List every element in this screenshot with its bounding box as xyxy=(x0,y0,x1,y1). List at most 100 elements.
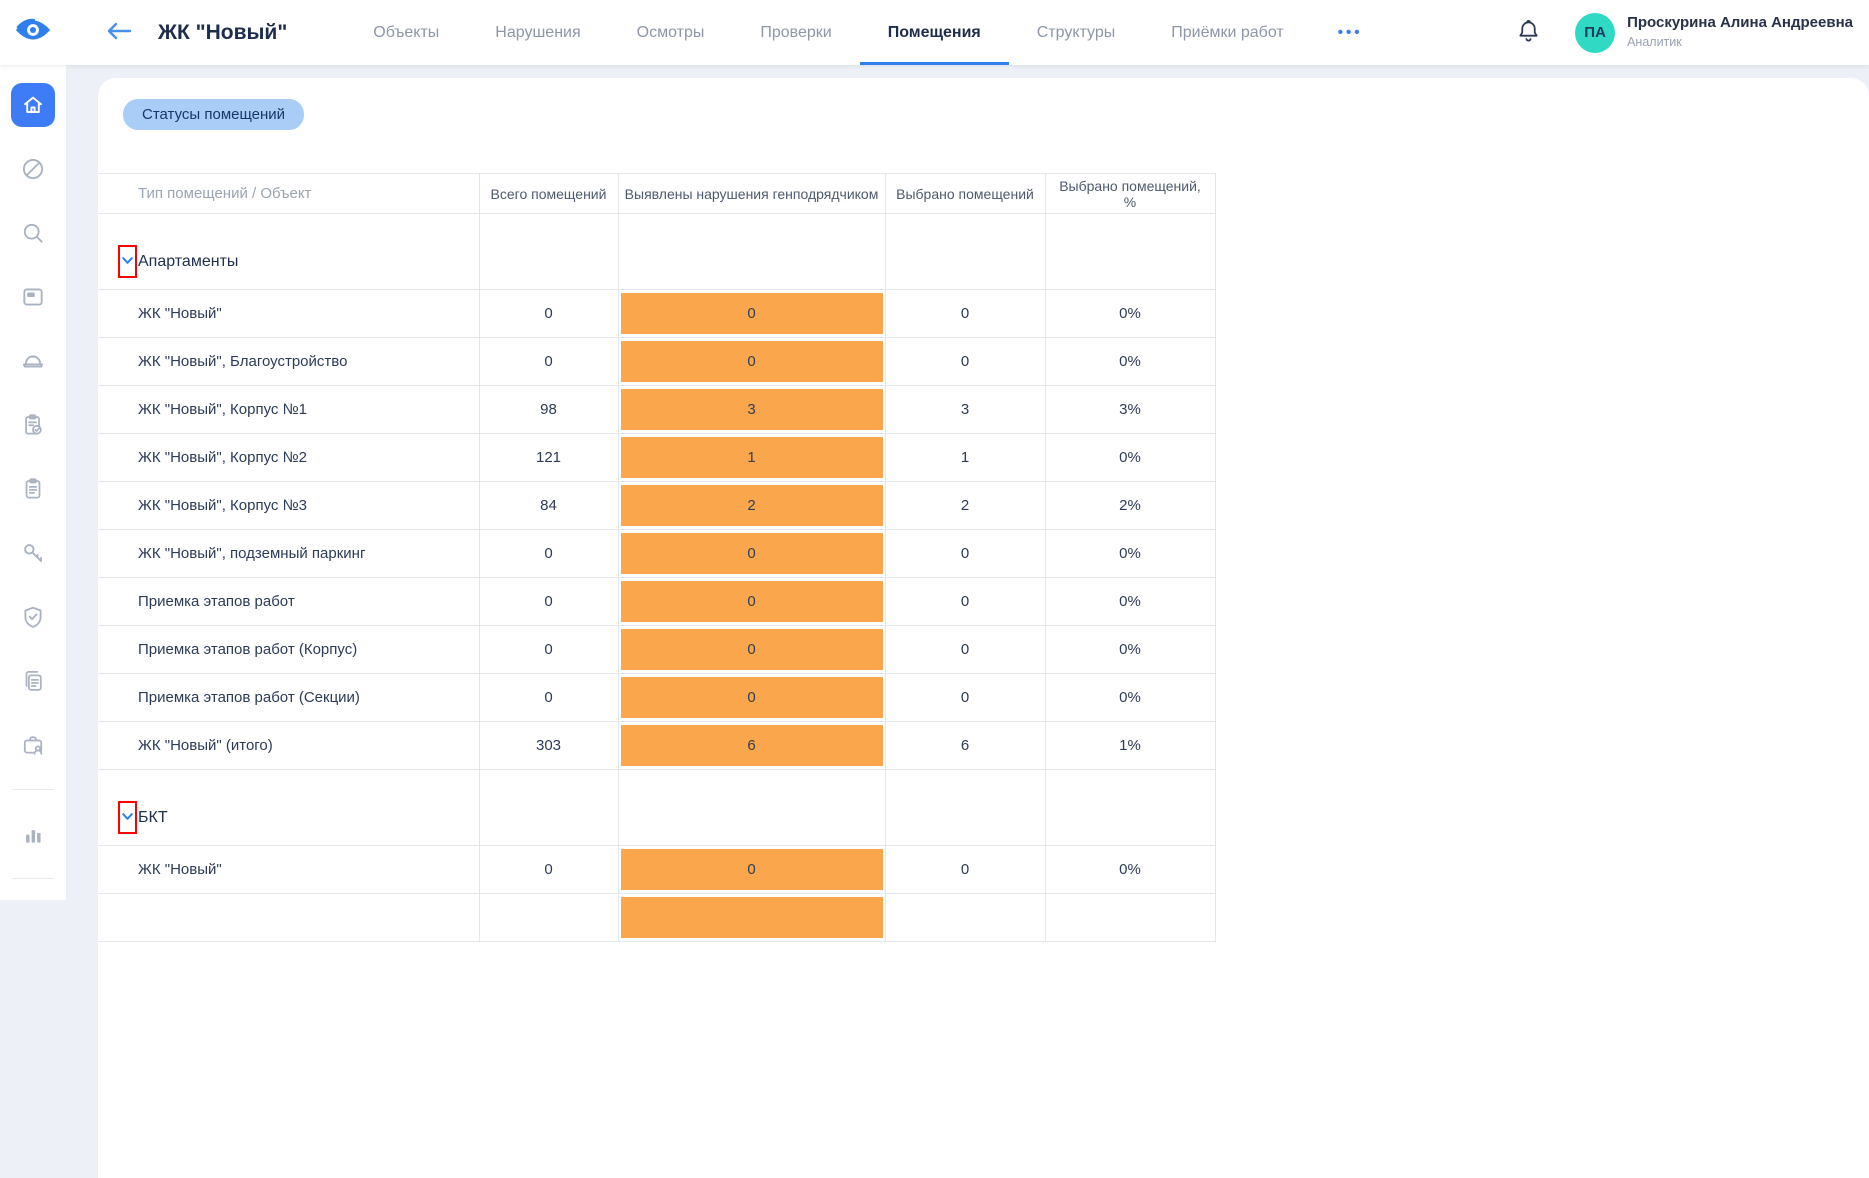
notifications-button[interactable] xyxy=(1516,18,1541,47)
selected-rooms-cell: 6 xyxy=(885,721,1046,770)
sidebar-item-home[interactable] xyxy=(0,73,66,137)
table-row: ЖК "Новый", Корпус №2 121 1 1 0% xyxy=(98,433,1216,482)
selected-rooms-cell: 2 xyxy=(885,481,1046,530)
selected-rooms-cell: 0 xyxy=(885,337,1046,386)
violations-cell: 0 xyxy=(618,673,886,722)
violations-cell: 0 xyxy=(618,529,886,578)
avatar[interactable]: ПА xyxy=(1575,12,1616,53)
sidebar-item-clipboard-check[interactable] xyxy=(0,393,66,457)
sidebar-item-search[interactable] xyxy=(0,201,66,265)
violations-highlight: 0 xyxy=(620,849,883,890)
table-header: Тип помещений / Объект Всего помещений Выя… xyxy=(98,173,1216,214)
sidebar-item-documents[interactable] xyxy=(0,649,66,713)
tab-violations[interactable]: Нарушения xyxy=(495,23,581,41)
group-empty-cell xyxy=(1045,213,1216,290)
sidebar-divider xyxy=(12,789,54,790)
total-rooms-cell: 0 xyxy=(479,337,619,386)
table-row: Приемка этапов работ (Корпус) 0 0 0 0% xyxy=(98,625,1216,674)
total-rooms-cell: 98 xyxy=(479,385,619,434)
selected-rooms-cell: 0 xyxy=(885,577,1046,626)
app-logo xyxy=(0,17,66,48)
briefcase-user-icon xyxy=(20,732,46,758)
object-name-cell: Приемка этапов работ xyxy=(98,577,480,626)
violations-highlight: 1 xyxy=(620,437,883,478)
total-rooms-cell: 0 xyxy=(479,577,619,626)
documents-icon xyxy=(20,668,46,694)
violations-cell: 0 xyxy=(618,577,886,626)
sidebar-item-circle-slash[interactable] xyxy=(0,137,66,201)
tab-inspections[interactable]: Осмотры xyxy=(636,23,705,41)
back-button[interactable] xyxy=(104,18,134,48)
group-row: БКТ xyxy=(98,769,1216,846)
topbar: ЖК "Новый" Объекты Нарушения Осмотры Провер… xyxy=(0,0,1869,65)
content-card: Статусы помещений Тип помещений / Объект… xyxy=(98,78,1869,1178)
sidebar-item-clipboard-list[interactable] xyxy=(0,457,66,521)
bell-icon xyxy=(1516,18,1541,47)
object-name-cell: ЖК "Новый", Корпус №2 xyxy=(98,433,480,482)
table-row: ЖК "Новый", Корпус №3 84 2 2 2% xyxy=(98,481,1216,530)
violations-highlight: 0 xyxy=(620,581,883,622)
violations-cell xyxy=(618,893,886,942)
sidebar-item-key[interactable] xyxy=(0,521,66,585)
annotation-box xyxy=(118,245,137,278)
table-row: ЖК "Новый", Корпус №1 98 3 3 3% xyxy=(98,385,1216,434)
sidebar-item-card-panel[interactable] xyxy=(0,265,66,329)
violations-cell: 0 xyxy=(618,337,886,386)
group-empty-cell xyxy=(479,769,619,846)
violations-highlight: 0 xyxy=(620,677,883,718)
sidebar-item-briefcase-user[interactable] xyxy=(0,713,66,777)
total-rooms-cell: 84 xyxy=(479,481,619,530)
sidebar-item-shield-check[interactable] xyxy=(0,585,66,649)
selected-pct-cell: 0% xyxy=(1045,529,1216,578)
tab-acceptances[interactable]: Приёмки работ xyxy=(1171,23,1284,41)
tab-checks[interactable]: Проверки xyxy=(760,23,832,41)
object-name-cell: ЖК "Новый", Корпус №3 xyxy=(98,481,480,530)
sidebar-item-bar-chart[interactable] xyxy=(0,802,66,866)
group-empty-cell xyxy=(1045,769,1216,846)
user-role: Аналитик xyxy=(1627,35,1682,50)
circle-slash-icon xyxy=(20,156,46,182)
object-name-cell: ЖК "Новый" (итого) xyxy=(98,721,480,770)
selected-pct-cell: 2% xyxy=(1045,481,1216,530)
arrow-left-icon xyxy=(106,21,132,44)
violations-highlight: 0 xyxy=(620,629,883,670)
group-empty-cell xyxy=(618,769,886,846)
room-statuses-chip[interactable]: Статусы помещений xyxy=(123,99,305,130)
search-icon xyxy=(20,220,46,246)
selected-pct-cell: 0% xyxy=(1045,625,1216,674)
violations-highlight: 0 xyxy=(620,341,883,382)
table-row: ЖК "Новый" 0 0 0 0% xyxy=(98,845,1216,894)
collapse-group-button[interactable] xyxy=(120,253,135,271)
table-header-row: Тип помещений / Объект Всего помещений Выя… xyxy=(98,173,1216,214)
nav-tabs: Объекты Нарушения Осмотры Проверки Помещения… xyxy=(345,0,1311,65)
violations-cell: 0 xyxy=(618,289,886,338)
selected-rooms-cell: 0 xyxy=(885,289,1046,338)
tab-rooms[interactable]: Помещения xyxy=(859,0,1009,65)
table-row: ЖК "Новый" (итого) 303 6 6 1% xyxy=(98,721,1216,770)
user-name: Проскурина Алина Андреевна xyxy=(1627,14,1853,32)
violations-highlight: 2 xyxy=(620,485,883,526)
object-name-cell: ЖК "Новый", Корпус №1 xyxy=(98,385,480,434)
tab-objects[interactable]: Объекты xyxy=(373,23,440,41)
sidebar-item-hard-hat[interactable] xyxy=(0,329,66,393)
group-row: Апартаменты xyxy=(98,213,1216,290)
chevron-down-icon xyxy=(120,253,135,271)
selected-pct-cell: 0% xyxy=(1045,337,1216,386)
total-rooms-cell: 121 xyxy=(479,433,619,482)
total-rooms-cell: 303 xyxy=(479,721,619,770)
table-row: ЖК "Новый", подземный паркинг 0 0 0 0% xyxy=(98,529,1216,578)
user-info[interactable]: Проскурина Алина Андреевна Аналитик xyxy=(1627,14,1853,50)
group-empty-cell xyxy=(618,213,886,290)
total-rooms-cell: 0 xyxy=(479,529,619,578)
main-content: Статусы помещений Тип помещений / Объект… xyxy=(66,65,1869,1178)
selected-pct-cell: 0% xyxy=(1045,289,1216,338)
tab-structures[interactable]: Структуры xyxy=(1036,23,1116,41)
selected-rooms-cell: 3 xyxy=(885,385,1046,434)
violations-cell: 2 xyxy=(618,481,886,530)
selected-pct-cell: 0% xyxy=(1045,673,1216,722)
selected-rooms-cell: 0 xyxy=(885,845,1046,894)
more-tabs-button[interactable]: ••• xyxy=(1312,24,1389,41)
selected-pct-cell: 1% xyxy=(1045,721,1216,770)
selected-rooms-cell: 0 xyxy=(885,673,1046,722)
collapse-group-button[interactable] xyxy=(120,809,135,827)
